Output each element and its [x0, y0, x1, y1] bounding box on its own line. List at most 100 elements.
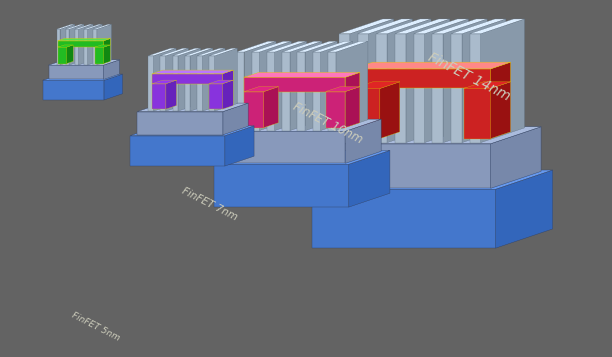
Polygon shape	[470, 34, 481, 142]
Polygon shape	[166, 48, 188, 111]
Polygon shape	[197, 56, 203, 111]
Polygon shape	[496, 170, 553, 248]
Polygon shape	[223, 70, 233, 84]
Polygon shape	[185, 56, 190, 111]
Polygon shape	[148, 48, 176, 56]
Polygon shape	[166, 80, 176, 109]
Polygon shape	[104, 74, 122, 100]
Polygon shape	[215, 48, 237, 111]
Polygon shape	[209, 80, 233, 84]
Polygon shape	[43, 74, 122, 80]
Polygon shape	[58, 39, 110, 41]
Polygon shape	[65, 24, 84, 29]
Polygon shape	[148, 56, 154, 111]
Polygon shape	[376, 34, 387, 142]
Polygon shape	[152, 74, 223, 84]
Polygon shape	[339, 19, 394, 34]
Polygon shape	[326, 92, 345, 128]
Polygon shape	[58, 41, 103, 47]
Polygon shape	[225, 126, 254, 166]
Polygon shape	[462, 19, 506, 142]
Polygon shape	[406, 19, 450, 142]
Polygon shape	[353, 82, 400, 89]
Polygon shape	[414, 34, 425, 142]
Polygon shape	[470, 19, 524, 34]
Text: FinFET 14nm: FinFET 14nm	[425, 50, 512, 104]
Polygon shape	[368, 19, 412, 142]
Polygon shape	[223, 80, 233, 109]
Polygon shape	[95, 45, 110, 47]
Text: FinFET 5nm: FinFET 5nm	[70, 311, 122, 343]
Polygon shape	[414, 19, 468, 34]
Polygon shape	[69, 24, 84, 65]
Polygon shape	[345, 87, 360, 128]
Polygon shape	[48, 60, 119, 65]
Polygon shape	[203, 48, 225, 111]
Polygon shape	[244, 87, 278, 92]
Polygon shape	[95, 47, 103, 64]
Polygon shape	[326, 87, 360, 92]
Polygon shape	[312, 189, 496, 248]
Polygon shape	[244, 72, 360, 77]
Polygon shape	[67, 45, 73, 64]
Polygon shape	[297, 41, 337, 52]
Polygon shape	[336, 41, 368, 131]
Polygon shape	[451, 19, 506, 34]
Polygon shape	[185, 48, 213, 56]
Polygon shape	[60, 24, 75, 65]
Polygon shape	[353, 62, 510, 69]
Polygon shape	[244, 41, 276, 131]
Polygon shape	[313, 41, 353, 52]
Polygon shape	[58, 45, 73, 47]
Polygon shape	[264, 87, 278, 128]
Polygon shape	[244, 92, 264, 128]
Polygon shape	[323, 144, 491, 188]
Polygon shape	[154, 48, 176, 111]
Polygon shape	[345, 119, 381, 164]
Polygon shape	[451, 34, 462, 142]
Polygon shape	[290, 41, 322, 131]
Polygon shape	[282, 52, 290, 131]
Polygon shape	[103, 39, 110, 47]
Polygon shape	[357, 19, 412, 34]
Polygon shape	[178, 48, 201, 111]
Polygon shape	[88, 24, 102, 65]
Polygon shape	[357, 34, 368, 142]
Polygon shape	[214, 164, 349, 207]
Polygon shape	[252, 41, 291, 52]
Polygon shape	[345, 72, 360, 92]
Polygon shape	[433, 19, 487, 34]
Polygon shape	[380, 82, 400, 139]
Polygon shape	[93, 29, 97, 65]
Text: FinFET 10nm: FinFET 10nm	[291, 100, 365, 146]
Polygon shape	[43, 80, 104, 100]
Polygon shape	[137, 103, 248, 112]
Polygon shape	[197, 48, 225, 56]
Polygon shape	[349, 150, 390, 207]
Polygon shape	[173, 48, 201, 56]
Polygon shape	[282, 41, 322, 52]
Polygon shape	[312, 170, 553, 189]
Polygon shape	[491, 62, 510, 89]
Polygon shape	[65, 29, 69, 65]
Polygon shape	[223, 131, 345, 164]
Polygon shape	[190, 48, 213, 111]
Polygon shape	[209, 48, 237, 56]
Polygon shape	[244, 77, 345, 92]
Polygon shape	[376, 19, 431, 34]
Polygon shape	[84, 29, 88, 65]
Polygon shape	[152, 84, 166, 109]
Polygon shape	[236, 41, 276, 52]
Polygon shape	[160, 48, 188, 56]
Polygon shape	[350, 19, 394, 142]
Polygon shape	[275, 41, 307, 131]
Polygon shape	[328, 52, 336, 131]
Polygon shape	[464, 89, 491, 139]
Polygon shape	[267, 52, 275, 131]
Text: FinFET 7nm: FinFET 7nm	[181, 186, 239, 222]
Polygon shape	[103, 45, 110, 64]
Polygon shape	[323, 127, 541, 144]
Polygon shape	[93, 24, 111, 29]
Polygon shape	[491, 127, 541, 188]
Polygon shape	[130, 136, 225, 166]
